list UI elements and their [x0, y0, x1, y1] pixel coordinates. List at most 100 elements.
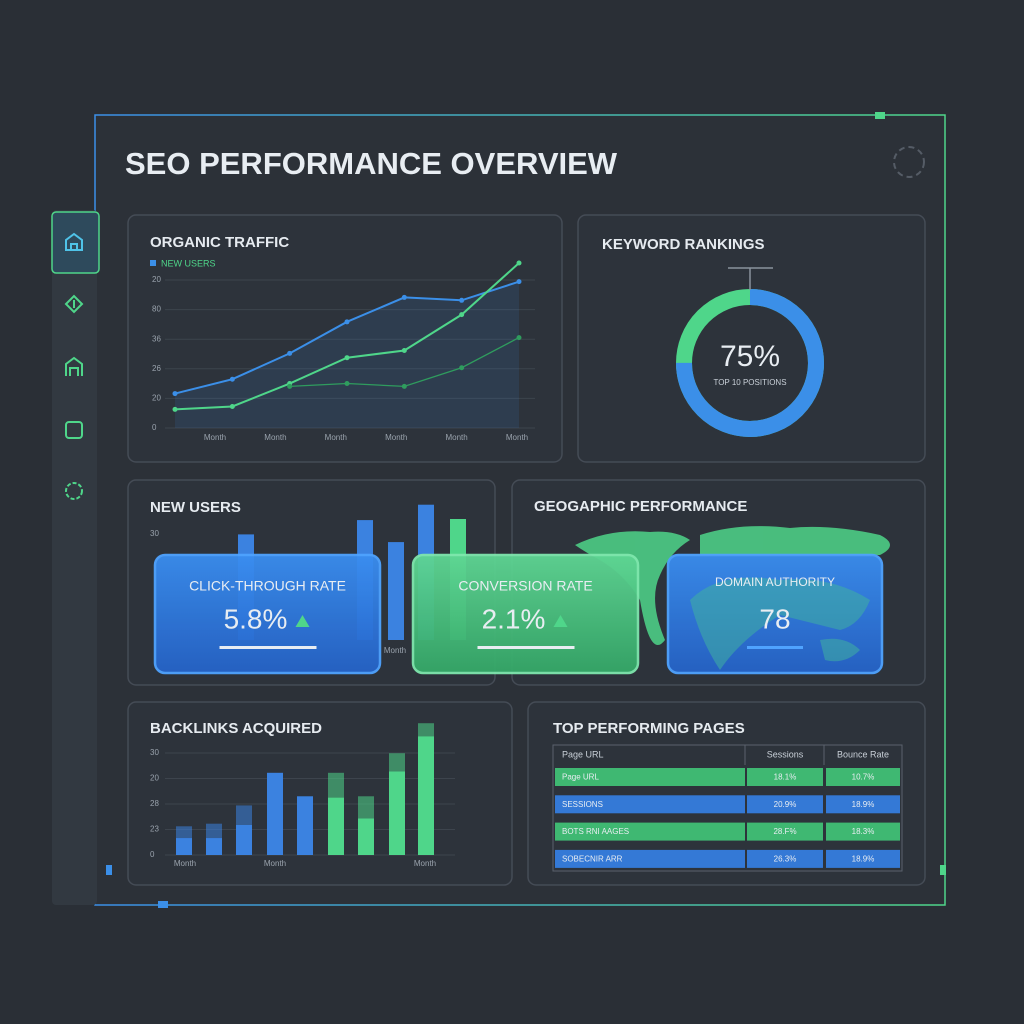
point	[516, 260, 522, 266]
frame-corner	[940, 865, 946, 875]
line-area	[175, 281, 519, 428]
donut-value: 75%	[720, 340, 780, 373]
table-cell	[747, 795, 823, 814]
kpi-bar	[477, 646, 575, 649]
point	[229, 403, 235, 409]
panel-title: BACKLINKS ACQUIRED	[150, 720, 322, 737]
bar-segment	[358, 796, 374, 819]
bar-segment	[328, 772, 344, 798]
point	[459, 365, 465, 371]
panel	[127, 214, 563, 463]
y-tick-label: 26	[152, 364, 161, 373]
table-cell-text: 18.9%	[852, 800, 875, 809]
table-cell-text: BOTS RNI AAGES	[562, 827, 629, 836]
y-tick-label: 30	[150, 529, 159, 538]
sidebar	[52, 210, 97, 905]
column-header: Sessions	[767, 749, 804, 759]
kpi-value: 5.8%	[224, 603, 288, 634]
bar-segment	[236, 805, 252, 825]
table-cell-text: 18.1%	[774, 773, 797, 782]
trend-up	[295, 615, 310, 627]
panel	[127, 701, 513, 886]
bar-segment	[176, 826, 192, 839]
nav-icon[interactable]	[64, 294, 84, 314]
point	[287, 350, 293, 356]
nav-icon[interactable]	[65, 482, 83, 500]
bar-segment	[236, 824, 252, 855]
panel	[577, 214, 926, 463]
kpi-bar	[219, 646, 317, 649]
panel-title: ORGANIC TRAFFIC	[150, 234, 289, 251]
point	[344, 319, 350, 325]
bar-segment	[267, 772, 283, 855]
nav-icon[interactable]	[65, 421, 83, 439]
y-tick-label: 20	[152, 394, 161, 403]
x-tick-label: Month	[325, 433, 347, 442]
table-cell-text: 18.3%	[852, 827, 875, 836]
point	[401, 383, 407, 389]
table-cell	[555, 849, 745, 868]
table-cell	[826, 822, 900, 841]
y-tick-label: 20	[150, 774, 159, 783]
nav-item-active[interactable]	[51, 211, 100, 274]
y-tick-label: 30	[150, 748, 159, 757]
settings-icon[interactable]	[893, 146, 925, 178]
table-cell-text: SESSIONS	[562, 800, 603, 809]
table-cell	[826, 795, 900, 814]
bar-segment	[176, 838, 192, 855]
kpi-label: CONVERSION RATE	[458, 578, 592, 594]
bar-segment	[206, 823, 222, 839]
page-title: SEO PERFORMANCE OVERVIEW	[125, 146, 618, 181]
y-tick-label: 0	[152, 423, 157, 432]
y-tick-label: 0	[150, 850, 155, 859]
table-cell-text: 28.F%	[773, 827, 796, 836]
point	[516, 279, 522, 285]
point	[401, 294, 407, 300]
x-tick-label: Month	[174, 859, 196, 868]
point	[516, 335, 522, 341]
kpi-card	[153, 553, 382, 675]
bar	[388, 542, 404, 640]
frame-corner	[875, 112, 885, 119]
y-tick-label: 23	[150, 825, 159, 834]
x-tick-label: Month	[385, 433, 407, 442]
bar-segment	[389, 771, 405, 855]
panel-title: NEW USERS	[150, 499, 241, 516]
x-tick-label: Month	[264, 859, 286, 868]
table-cell	[747, 849, 823, 868]
x-tick-label: Month	[204, 433, 226, 442]
bar-segment	[328, 797, 344, 855]
bar-segment	[358, 818, 374, 855]
trend-up	[553, 615, 568, 627]
point	[287, 383, 293, 389]
bar-segment	[418, 723, 434, 737]
donut-caption: TOP 10 POSITIONS	[713, 378, 786, 387]
x-tick-label: Month	[414, 859, 436, 868]
table-cell	[555, 768, 745, 786]
x-tick-label: Month	[264, 433, 286, 442]
y-tick-label: 28	[150, 799, 159, 808]
donut-arc	[676, 289, 824, 437]
kpi-value: 78	[759, 603, 790, 634]
y-tick-label: 20	[152, 275, 161, 284]
point	[172, 406, 178, 412]
kpi-label: CLICK-THROUGH RATE	[189, 578, 346, 594]
y-tick-label: 36	[152, 334, 161, 343]
column-header: Page URL	[562, 749, 604, 759]
point	[172, 391, 178, 397]
column-header: Bounce Rate	[837, 749, 889, 759]
nav-icon[interactable]	[65, 356, 83, 376]
map-shape	[690, 577, 870, 670]
bar-segment	[206, 838, 222, 855]
table-border	[552, 744, 903, 872]
table-cell-text: 18.9%	[852, 855, 875, 864]
y-tick-label: 80	[152, 305, 161, 314]
point	[459, 312, 465, 318]
nav-icon[interactable]	[65, 232, 83, 251]
x-tick-label: Month	[445, 433, 467, 442]
frame-corner	[106, 865, 112, 875]
table-cell-text: 10.7%	[852, 773, 875, 782]
legend-label: NEW USERS	[161, 258, 216, 268]
kpi-bar	[747, 646, 803, 649]
